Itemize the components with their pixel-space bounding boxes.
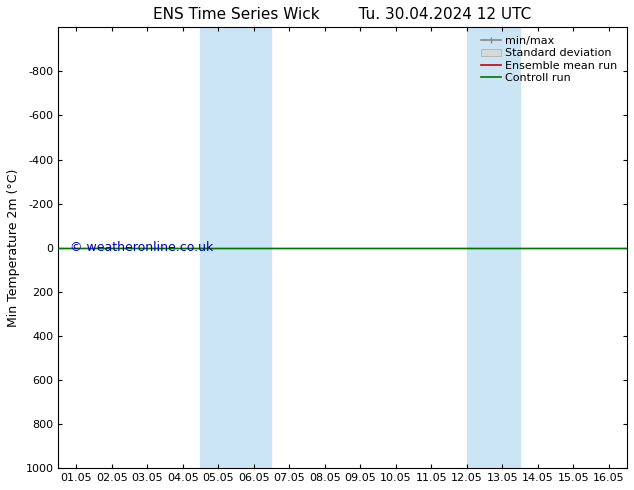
Bar [467,27,520,468]
Text: © weatheronline.co.uk: © weatheronline.co.uk [70,241,213,254]
Title: ENS Time Series Wick        Tu. 30.04.2024 12 UTC: ENS Time Series Wick Tu. 30.04.2024 12 U… [153,7,531,22]
Y-axis label: Min Temperature 2m (°C): Min Temperature 2m (°C) [7,169,20,327]
Legend: min/max, Standard deviation, Ensemble mean run, Controll run: min/max, Standard deviation, Ensemble me… [477,33,621,86]
Bar [200,27,271,468]
